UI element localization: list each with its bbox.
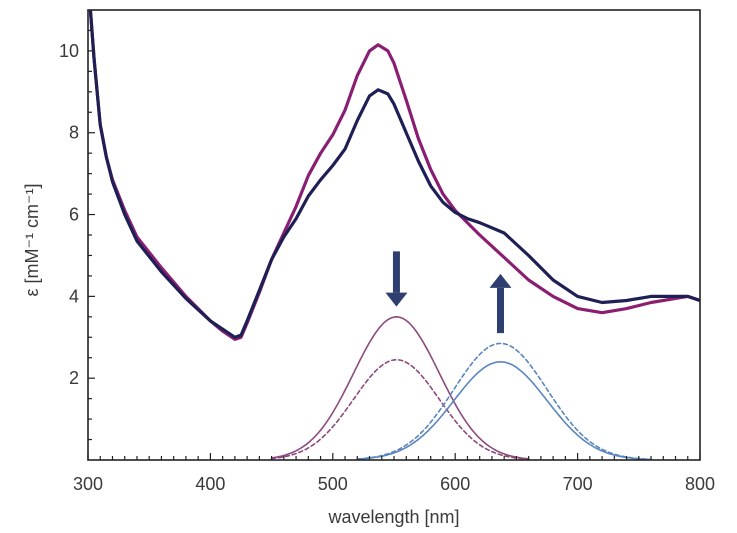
series-line-6 bbox=[356, 342, 652, 460]
plot-frame bbox=[87, 9, 701, 461]
x-tick-label: 500 bbox=[318, 474, 348, 494]
x-axis-label: wavelength [nm] bbox=[327, 507, 459, 527]
annotation-layer bbox=[385, 251, 512, 334]
x-tick-label: 300 bbox=[73, 474, 103, 494]
series-line-5 bbox=[356, 361, 652, 460]
y-axis-label: ε [mM⁻¹ cm⁻¹] bbox=[22, 183, 42, 296]
x-tick-label: 800 bbox=[685, 474, 715, 494]
x-tick-label: 400 bbox=[195, 474, 225, 494]
x-tick-label: 700 bbox=[563, 474, 593, 494]
arrow-up-head bbox=[489, 273, 512, 288]
arrow-down-head bbox=[385, 292, 408, 307]
y-tick-label: 6 bbox=[69, 205, 79, 225]
series-line-1 bbox=[88, 10, 700, 341]
axes: 300 400 500 600 700 800 2 4 6 8 10 bbox=[59, 9, 715, 494]
y-tick-label: 2 bbox=[69, 368, 79, 388]
series-line-2 bbox=[88, 10, 700, 339]
series-line-3 bbox=[270, 316, 530, 460]
x-tick-label: 600 bbox=[440, 474, 470, 494]
y-tick-label: 4 bbox=[69, 286, 79, 306]
y-tick-label: 8 bbox=[69, 123, 79, 143]
series-line-4 bbox=[270, 359, 530, 460]
y-tick-label: 10 bbox=[59, 41, 79, 61]
plot-area bbox=[88, 10, 700, 460]
